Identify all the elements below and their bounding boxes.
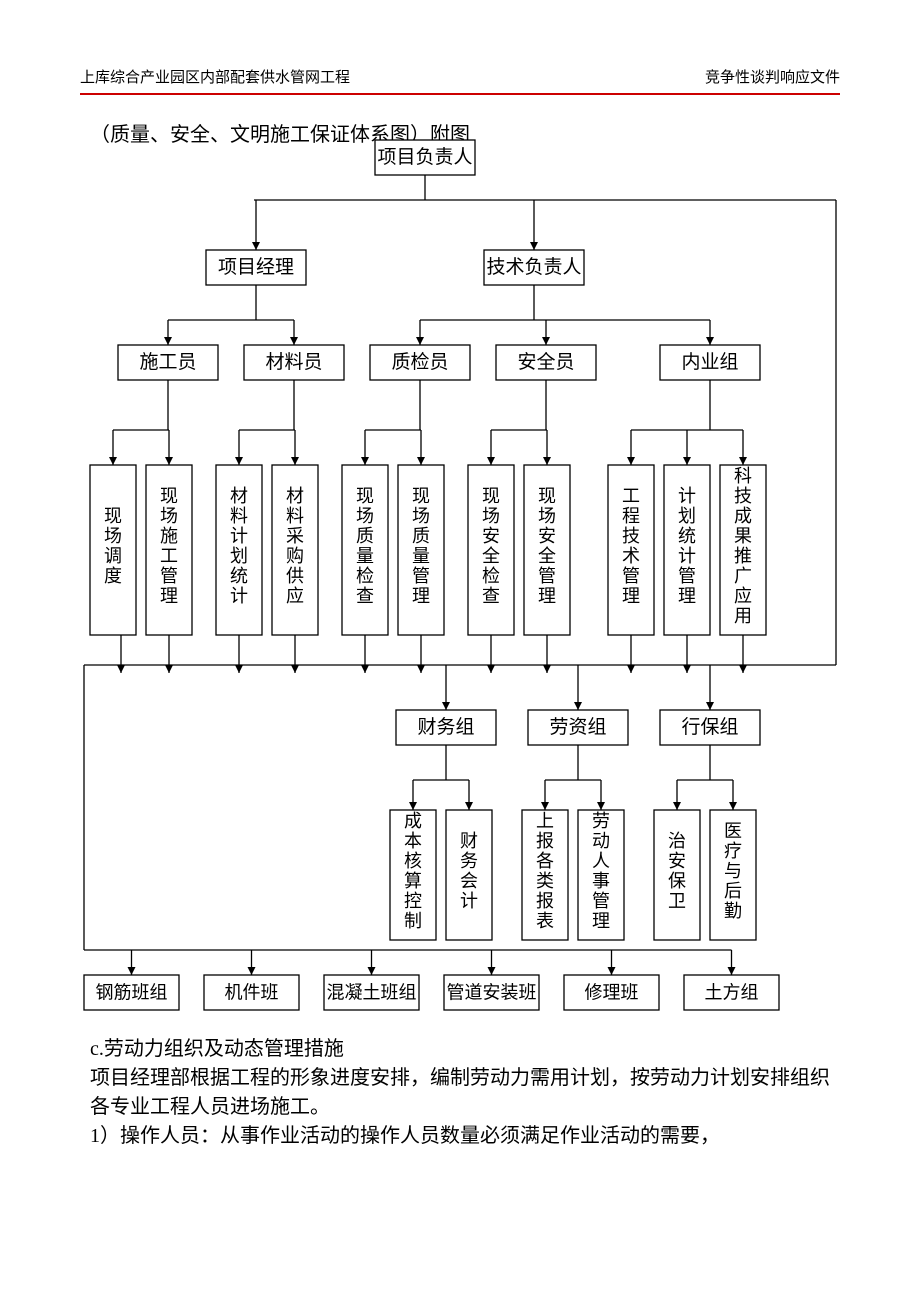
- svg-text:劳资组: 劳资组: [549, 716, 606, 738]
- svg-text:现场质量检查: 现场质量检查: [356, 486, 374, 606]
- org-chart: 项目负责人项目经理 技术负责人施工员 材料员 质检员 安全员 内业组现场调度 现场施工管理 材…: [80, 120, 850, 1020]
- svg-text:安全员: 安全员: [517, 351, 574, 373]
- svg-text:工程技术管理: 工程技术管理: [622, 486, 640, 606]
- svg-text:材料计划统计: 材料计划统计: [230, 486, 248, 606]
- svg-text:土方组: 土方组: [705, 983, 759, 1003]
- svg-text:医疗与后勤: 医疗与后勤: [724, 821, 742, 921]
- svg-text:现场调度: 现场调度: [104, 506, 122, 586]
- svg-text:治安保卫: 治安保卫: [668, 831, 686, 911]
- svg-text:材料员: 材料员: [265, 351, 322, 373]
- paragraph-2: 1）操作人员：从事作业活动的操作人员数量必须满足作业活动的需要，: [90, 1122, 830, 1151]
- svg-text:财务组: 财务组: [417, 716, 474, 738]
- svg-text:钢筋班组: 钢筋班组: [96, 983, 168, 1003]
- svg-text:施工员: 施工员: [139, 351, 196, 373]
- section-heading: c.劳动力组织及动态管理措施: [90, 1035, 830, 1064]
- svg-text:质检员: 质检员: [391, 351, 448, 373]
- svg-text:现场施工管理: 现场施工管理: [160, 486, 178, 606]
- svg-text:财务会计: 财务会计: [460, 831, 478, 911]
- svg-text:修理班: 修理班: [585, 983, 639, 1003]
- svg-text:科技成果推广应用: 科技成果推广应用: [734, 466, 752, 626]
- svg-text:成本核算控制: 成本核算控制: [404, 811, 422, 931]
- header-right: 竞争性谈判响应文件: [705, 66, 840, 87]
- svg-text:材料采购供应: 材料采购供应: [286, 486, 304, 606]
- svg-text:混凝土班组: 混凝土班组: [327, 983, 417, 1003]
- svg-text:管道安装班: 管道安装班: [447, 983, 537, 1003]
- svg-text:现场质量管理: 现场质量管理: [412, 486, 430, 606]
- svg-text:计划统计管理: 计划统计管理: [678, 486, 696, 606]
- svg-text:现场安全检查: 现场安全检查: [482, 486, 500, 606]
- header-left: 上库综合产业园区内部配套供水管网工程: [80, 66, 350, 87]
- svg-text:行保组: 行保组: [681, 716, 738, 738]
- svg-text:现场安全管理: 现场安全管理: [538, 486, 556, 606]
- svg-text:项目经理: 项目经理: [218, 256, 294, 278]
- paragraph-1: 项目经理部根据工程的形象进度安排，编制劳动力需用计划，按劳动力计划安排组织各专业…: [90, 1064, 830, 1122]
- svg-text:项目负责人: 项目负责人: [377, 146, 472, 168]
- svg-text:机件班: 机件班: [225, 983, 279, 1003]
- svg-text:上报各类报表: 上报各类报表: [536, 811, 554, 931]
- svg-text:劳动人事管理: 劳动人事管理: [592, 811, 610, 931]
- svg-text:内业组: 内业组: [681, 351, 738, 373]
- svg-text:技术负责人: 技术负责人: [486, 256, 581, 278]
